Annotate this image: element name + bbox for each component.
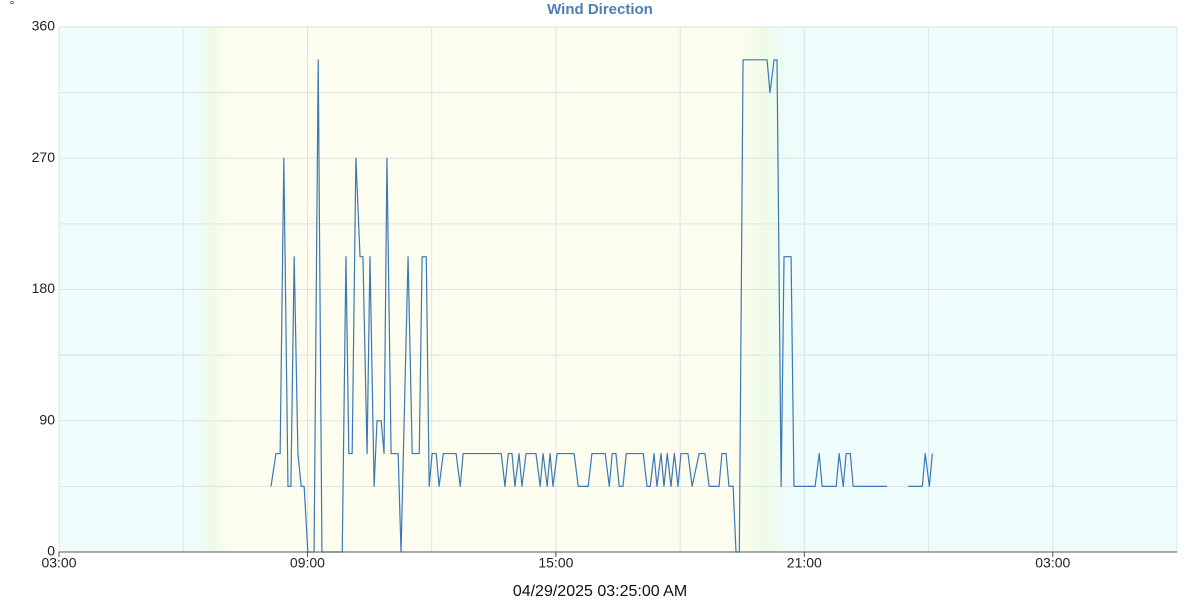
labels: 0 90 180 270 360 03:00 09:00 15:00 21:00 03:00	[32, 18, 1177, 571]
y-unit: °	[10, 0, 15, 12]
x-tick-label: 15:00	[538, 555, 573, 571]
chart-title: Wind Direction	[547, 1, 653, 18]
x-tick-label: 03:00	[41, 555, 76, 571]
data-line	[270, 59, 933, 553]
x-tick-label: 21:00	[787, 555, 822, 571]
y-tick-label: 0	[47, 543, 55, 559]
y-tick-label: 90	[39, 411, 55, 427]
y-tick-label: 180	[32, 280, 56, 296]
plot	[270, 59, 933, 553]
y-tick-label: 360	[32, 18, 56, 34]
x-tick-label: 03:00	[1035, 555, 1070, 571]
x-tick-label: 09:00	[290, 555, 325, 571]
y-tick-label: 270	[32, 149, 56, 165]
timestamp: 04/29/2025 03:25:00 AM	[513, 583, 687, 600]
